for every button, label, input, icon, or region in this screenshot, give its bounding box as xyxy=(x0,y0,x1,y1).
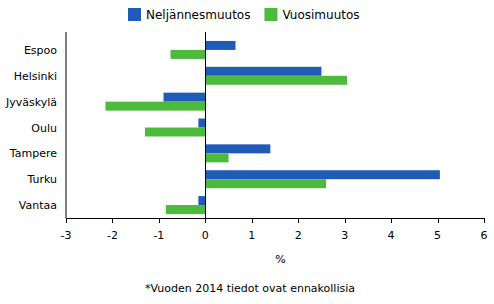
x-tick xyxy=(345,218,346,223)
bar xyxy=(198,196,205,205)
category-label: Espoo xyxy=(24,44,57,57)
category-label: Tampere xyxy=(9,147,57,160)
x-tick xyxy=(252,218,253,223)
x-tick-label: 1 xyxy=(248,229,255,242)
category-label: Turku xyxy=(26,173,57,186)
chart: -3 -2 -1 0 1 2 3 4 5 6 Espoo Helsinki Jyväskylä Oulu T… xyxy=(0,0,494,304)
x-tick xyxy=(112,218,113,223)
x-tick-label: 2 xyxy=(295,229,302,242)
x-tick-label: 3 xyxy=(341,229,348,242)
bar xyxy=(105,102,205,111)
x-tick xyxy=(484,218,485,223)
bar xyxy=(205,170,440,179)
category-label: Helsinki xyxy=(14,70,57,83)
bar xyxy=(205,67,321,76)
x-axis-line xyxy=(66,218,484,219)
legend-swatch xyxy=(264,8,277,21)
x-tick xyxy=(205,218,206,223)
bar xyxy=(171,50,206,59)
x-tick xyxy=(66,218,67,223)
legend-label: Vuosimuutos xyxy=(282,8,359,22)
category-label: Vantaa xyxy=(19,199,57,212)
bar xyxy=(205,144,270,153)
legend-label: Neljännesmuutos xyxy=(146,8,250,22)
legend-swatch xyxy=(128,8,141,21)
x-tick-label: 4 xyxy=(388,229,395,242)
category-label: Oulu xyxy=(31,122,57,135)
x-tick-label: -1 xyxy=(153,229,164,242)
bar xyxy=(205,153,228,162)
bar xyxy=(198,119,205,128)
x-tick xyxy=(159,218,160,223)
x-tick-label: -3 xyxy=(61,229,72,242)
bars xyxy=(105,41,439,214)
bar xyxy=(164,93,206,102)
bar xyxy=(205,41,235,50)
bar xyxy=(145,128,205,137)
x-tick-label: 0 xyxy=(202,229,209,242)
x-tick-label: -2 xyxy=(107,229,118,242)
y-axis-line xyxy=(66,32,67,218)
bar xyxy=(166,205,205,214)
x-tick xyxy=(438,218,439,223)
bar xyxy=(205,76,347,85)
x-axis-label: % xyxy=(275,253,285,266)
category-label: Jyväskylä xyxy=(5,96,57,109)
x-tick xyxy=(391,218,392,223)
annotation: *Vuoden 2014 tiedot ovat ennakollisia xyxy=(145,282,355,295)
zero-line xyxy=(205,32,206,218)
x-tick xyxy=(298,218,299,223)
x-tick-label: 6 xyxy=(481,229,488,242)
bar xyxy=(205,179,326,188)
x-tick-label: 5 xyxy=(434,229,441,242)
